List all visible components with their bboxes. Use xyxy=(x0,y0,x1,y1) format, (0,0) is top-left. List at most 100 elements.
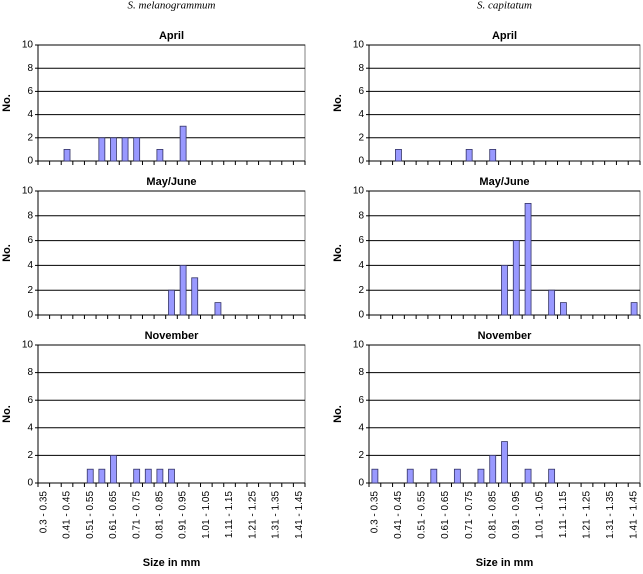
y-tick-label: 10 xyxy=(22,340,34,351)
y-tick-label: 6 xyxy=(27,86,33,97)
y-tick-label: 0 xyxy=(358,478,364,489)
y-tick-label: 2 xyxy=(358,285,364,296)
y-tick-label: 10 xyxy=(22,40,34,51)
species-title: S. melanogrammum xyxy=(128,0,216,12)
x-tick-label: 1.01 - 1.05 xyxy=(534,491,545,539)
chart-title: November xyxy=(145,330,200,342)
x-tick-label: 0.3 - 0.35 xyxy=(370,491,381,534)
x-tick-label: 0.81 - 0.85 xyxy=(487,491,498,539)
bar xyxy=(156,148,164,162)
bar xyxy=(512,240,520,316)
y-tick-label: 2 xyxy=(27,285,33,296)
x-tick-label: 1.01 - 1.05 xyxy=(201,491,212,539)
bar xyxy=(179,264,187,316)
chart-title: May/June xyxy=(479,176,529,188)
x-tick-label: 0.61 - 0.65 xyxy=(440,491,451,539)
bar xyxy=(133,468,141,484)
bar xyxy=(548,468,556,484)
y-tick-label: 4 xyxy=(358,109,364,120)
y-tick-label: 6 xyxy=(27,235,33,246)
x-tick-label: 0.71 - 0.75 xyxy=(464,491,475,539)
y-tick-label: 8 xyxy=(27,63,33,74)
y-tick-label: 4 xyxy=(27,109,33,120)
bar xyxy=(144,468,152,484)
bar xyxy=(465,148,473,162)
plot-area xyxy=(37,344,306,484)
plot-area xyxy=(368,44,641,162)
y-axis-label: No. xyxy=(1,405,13,423)
bar xyxy=(110,137,117,162)
bar xyxy=(156,468,164,484)
y-axis-label: No. xyxy=(332,405,344,423)
bar xyxy=(98,137,106,162)
x-tick-label: 0.3 - 0.35 xyxy=(38,491,49,534)
y-tick-label: 8 xyxy=(358,63,364,74)
y-tick-label: 6 xyxy=(27,395,33,406)
x-tick-label: 0.61 - 0.65 xyxy=(108,491,119,539)
bar xyxy=(63,148,71,162)
bar xyxy=(121,137,129,162)
bar xyxy=(489,454,497,484)
plot-area xyxy=(37,44,306,162)
y-tick-label: 6 xyxy=(358,235,364,246)
bar xyxy=(489,148,497,162)
bar xyxy=(168,289,175,316)
x-tick-label: 1.41 - 1.45 xyxy=(629,491,640,539)
x-tick-label: 0.71 - 0.75 xyxy=(131,491,142,539)
y-tick-label: 10 xyxy=(353,186,365,197)
bar xyxy=(430,468,438,484)
y-tick-label: 0 xyxy=(27,478,33,489)
x-tick-label: 1.41 - 1.45 xyxy=(294,491,305,539)
x-axis-label: Size in mm xyxy=(476,557,534,569)
bar xyxy=(548,289,556,316)
bar xyxy=(501,441,508,484)
y-tick-label: 4 xyxy=(27,260,33,271)
y-tick-label: 6 xyxy=(358,86,364,97)
y-axis-label: No. xyxy=(1,94,13,112)
bar xyxy=(110,454,117,484)
bar xyxy=(524,468,532,484)
bar xyxy=(214,302,222,316)
y-tick-label: 2 xyxy=(27,132,33,143)
y-tick-label: 2 xyxy=(358,450,364,461)
y-tick-label: 10 xyxy=(22,186,34,197)
y-tick-label: 4 xyxy=(27,422,33,433)
y-tick-label: 8 xyxy=(27,367,33,378)
x-tick-label: 1.21 - 1.25 xyxy=(582,491,593,539)
y-tick-label: 8 xyxy=(358,210,364,221)
x-tick-label: 0.91 - 0.95 xyxy=(178,491,189,539)
chart-title: April xyxy=(492,30,517,42)
y-axis-label: No. xyxy=(1,244,13,262)
bar xyxy=(395,148,402,162)
x-tick-label: 0.41 - 0.45 xyxy=(62,491,73,539)
bar xyxy=(630,302,638,316)
bar xyxy=(98,468,106,484)
x-tick-label: 0.51 - 0.55 xyxy=(417,491,428,539)
x-tick-label: 1.31 - 1.35 xyxy=(605,491,616,539)
y-tick-label: 8 xyxy=(27,210,33,221)
bar xyxy=(501,264,508,316)
chart-title: April xyxy=(159,30,184,42)
bar xyxy=(133,137,141,162)
x-tick-label: 1.21 - 1.25 xyxy=(247,491,258,539)
y-tick-label: 0 xyxy=(358,156,364,167)
y-tick-label: 2 xyxy=(358,132,364,143)
y-tick-label: 0 xyxy=(27,310,33,321)
bar xyxy=(191,277,199,316)
x-tick-label: 1.31 - 1.35 xyxy=(271,491,282,539)
y-axis-label: No. xyxy=(332,244,344,262)
x-tick-label: 1.11 - 1.15 xyxy=(224,491,235,539)
bar xyxy=(371,468,379,484)
bar xyxy=(86,468,94,484)
x-tick-label: 0.81 - 0.85 xyxy=(155,491,166,539)
species-title: S. capitatum xyxy=(477,0,532,12)
y-axis-label: No. xyxy=(332,94,344,112)
y-tick-label: 0 xyxy=(358,310,364,321)
bar xyxy=(524,202,532,316)
y-tick-label: 4 xyxy=(358,260,364,271)
y-tick-label: 8 xyxy=(358,367,364,378)
y-tick-label: 4 xyxy=(358,422,364,433)
x-tick-label: 0.91 - 0.95 xyxy=(511,491,522,539)
